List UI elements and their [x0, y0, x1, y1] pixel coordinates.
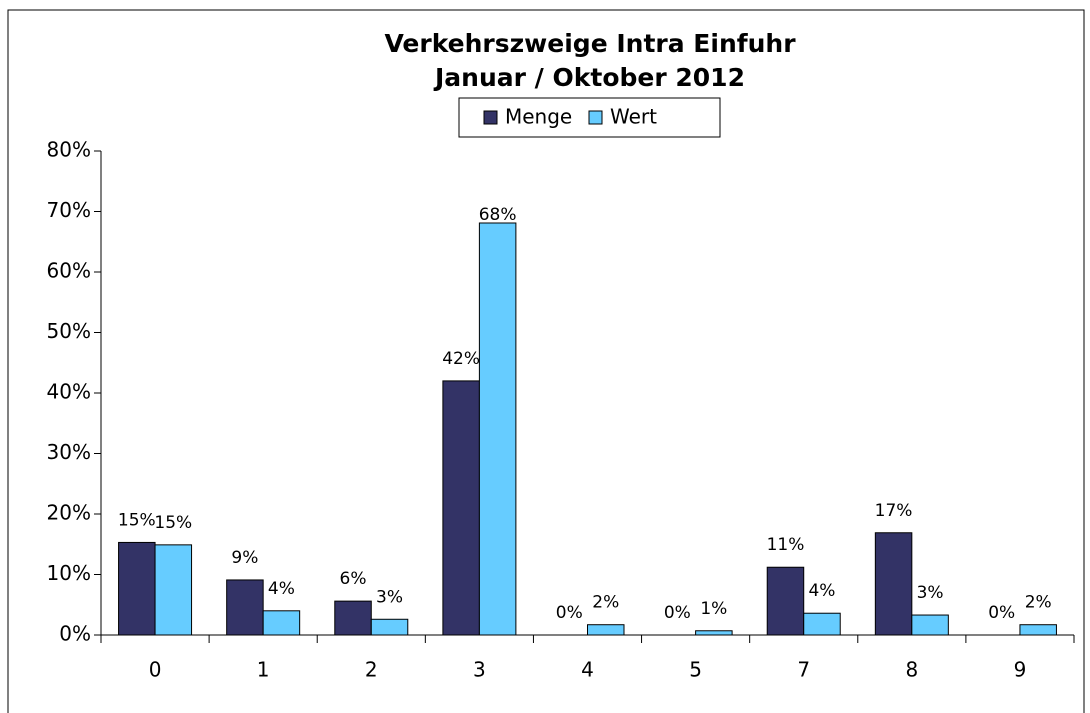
y-tick-label: 0% [59, 622, 91, 646]
value-label: 11% [767, 535, 805, 555]
y-tick-label: 40% [47, 380, 91, 404]
x-tick-label: 7 [797, 658, 810, 682]
legend-swatch [483, 110, 498, 125]
value-label: 9% [231, 548, 258, 568]
value-label: 6% [340, 569, 367, 589]
value-label: 3% [917, 583, 944, 603]
x-tick-label: 8 [905, 658, 918, 682]
legend-label: Menge [505, 105, 572, 129]
value-label: 1% [700, 599, 727, 619]
y-tick-label: 50% [47, 319, 91, 343]
y-tick-label: 30% [47, 440, 91, 464]
x-tick-label: 5 [689, 658, 702, 682]
y-tick-label: 70% [47, 198, 91, 222]
bar [262, 610, 301, 636]
value-label: 2% [592, 593, 619, 613]
value-label: 3% [376, 587, 403, 607]
value-label: 15% [154, 513, 192, 533]
value-label: 15% [118, 510, 156, 530]
value-label: 4% [808, 581, 835, 601]
bar [911, 614, 949, 636]
x-tick-label: 3 [473, 658, 486, 682]
value-label: 2% [1025, 593, 1052, 613]
bar [874, 532, 913, 636]
x-tick-label: 1 [257, 658, 270, 682]
bar [587, 624, 625, 636]
value-label: 0% [988, 603, 1015, 623]
bar [803, 612, 841, 636]
value-label: 17% [875, 501, 913, 521]
bar [370, 618, 409, 636]
chart-title: Verkehrszweige Intra Einfuhr [384, 29, 796, 58]
chart-subtitle: Januar / Oktober 2012 [433, 63, 745, 92]
bar [695, 630, 733, 636]
value-label: 42% [442, 349, 480, 369]
value-label: 68% [479, 205, 517, 225]
bar [1019, 624, 1057, 636]
value-label: 4% [268, 579, 295, 599]
bar [334, 600, 372, 636]
bar [766, 566, 805, 636]
bar [442, 380, 480, 636]
y-tick-label: 10% [47, 561, 91, 585]
value-label: 0% [556, 603, 583, 623]
y-tick-label: 80% [47, 138, 91, 162]
x-tick-label: 4 [581, 658, 594, 682]
bar [154, 544, 193, 636]
x-tick-label: 0 [149, 658, 162, 682]
legend-swatch [588, 110, 603, 125]
legend: Menge Wert [458, 97, 721, 138]
legend-label: Wert [610, 105, 657, 129]
y-tick-label: 60% [47, 259, 91, 283]
value-label: 0% [664, 603, 691, 623]
y-tick-label: 20% [47, 501, 91, 525]
bar [478, 222, 517, 636]
bar [118, 541, 156, 636]
x-tick-label: 9 [1014, 658, 1027, 682]
x-tick-label: 2 [365, 658, 378, 682]
bar [226, 579, 264, 636]
